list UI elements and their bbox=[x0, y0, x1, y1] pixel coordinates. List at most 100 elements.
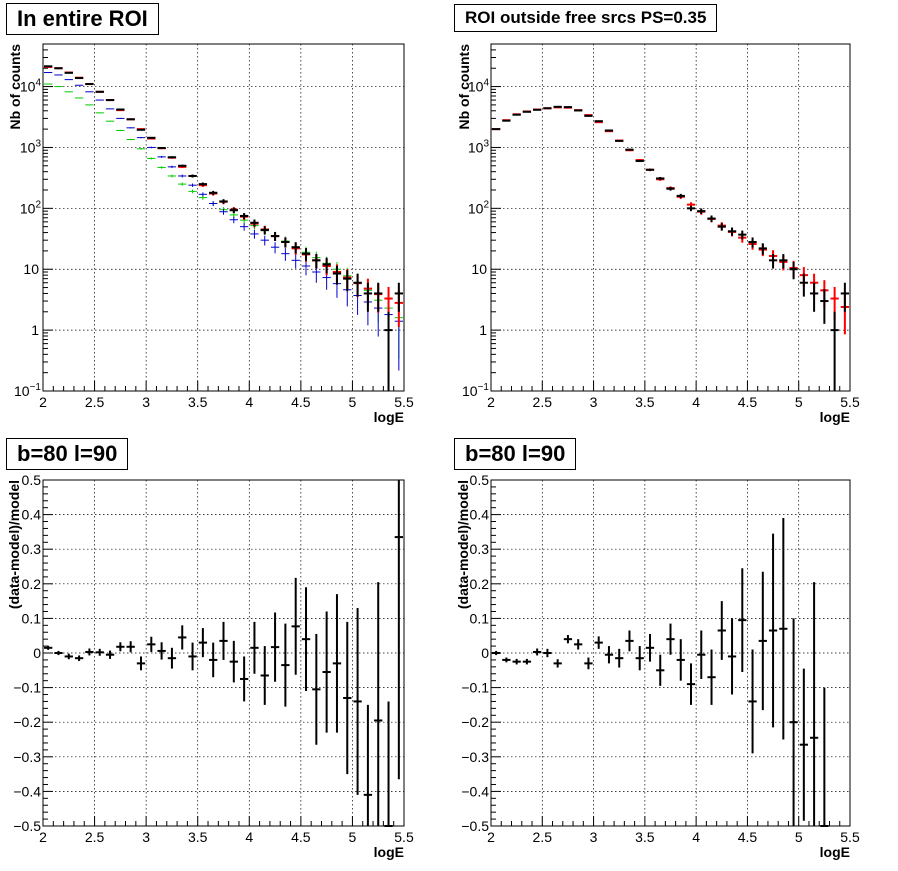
x-tick-label: 2 bbox=[487, 394, 495, 410]
data-point bbox=[126, 127, 135, 129]
data-point bbox=[64, 653, 73, 660]
data-point bbox=[157, 155, 166, 158]
x-tick-label: 2 bbox=[39, 394, 47, 410]
data-point bbox=[95, 648, 104, 656]
series-2 bbox=[492, 105, 849, 391]
chart-title-4: b=80 l=90 bbox=[454, 438, 577, 470]
y-tick-label: 103 bbox=[20, 138, 42, 155]
x-tick-label: 3.5 bbox=[188, 394, 208, 410]
data-point bbox=[666, 623, 675, 655]
x-tick-label: 5.5 bbox=[394, 394, 414, 410]
data-point bbox=[95, 99, 104, 101]
x-tick-label: 5 bbox=[795, 394, 803, 410]
data-point bbox=[157, 166, 166, 169]
data-point bbox=[54, 650, 63, 656]
data-point bbox=[332, 594, 342, 733]
data-point bbox=[105, 108, 115, 110]
data-point bbox=[645, 168, 655, 172]
y-tick-label: 1 bbox=[31, 322, 39, 338]
data-point bbox=[239, 656, 249, 702]
chart-panel-1: 2 2.5 3 3.5 4 4.5 5 5.5 logE 10−1 1 10 102 103 104 Nb o… bbox=[0, 0, 449, 436]
x-axis-label: logE bbox=[820, 409, 850, 425]
data-point bbox=[799, 273, 808, 297]
plot-frame bbox=[490, 43, 851, 392]
series-4 bbox=[44, 65, 403, 391]
data-point bbox=[85, 648, 94, 656]
chart-title-1: In entire ROI bbox=[6, 3, 159, 35]
data-point bbox=[332, 265, 342, 285]
data-point bbox=[533, 648, 542, 656]
y-axis-label: Nb of counts bbox=[7, 44, 23, 130]
data-point bbox=[697, 630, 706, 679]
data-point bbox=[74, 97, 84, 99]
x-tick-label: 4.5 bbox=[291, 394, 311, 410]
data-point bbox=[136, 656, 146, 671]
y-tick-label: −0.4 bbox=[13, 783, 41, 799]
data-point bbox=[219, 621, 228, 660]
data-point bbox=[167, 174, 177, 178]
data-point bbox=[615, 648, 624, 668]
data-point bbox=[840, 282, 849, 312]
data-point bbox=[533, 108, 542, 111]
data-point bbox=[54, 86, 63, 88]
y-tick-label: −0.1 bbox=[13, 680, 41, 696]
x-tick-label: 2 bbox=[39, 829, 47, 845]
data-point bbox=[676, 639, 685, 681]
data-point bbox=[374, 582, 383, 826]
y-tick-label: 0.3 bbox=[22, 541, 42, 557]
data-point bbox=[74, 84, 84, 86]
data-point bbox=[136, 128, 146, 131]
y-tick-label: 10−1 bbox=[14, 382, 41, 399]
y-tick-label: 10−1 bbox=[462, 382, 489, 399]
data-point bbox=[281, 623, 290, 707]
y-tick-label: 0.4 bbox=[22, 507, 42, 523]
data-point bbox=[512, 658, 521, 665]
data-point bbox=[656, 176, 665, 180]
data-point bbox=[167, 647, 177, 669]
y-tick-label: −0.4 bbox=[461, 783, 489, 799]
data-point bbox=[727, 227, 737, 236]
data-point bbox=[543, 107, 552, 110]
data-point bbox=[758, 571, 767, 711]
data-point bbox=[126, 118, 135, 121]
y-tick-label: 103 bbox=[468, 138, 490, 155]
y-tick-label: 102 bbox=[20, 199, 42, 216]
data-point bbox=[85, 91, 94, 93]
x-tick-label: 5 bbox=[795, 829, 803, 845]
data-point bbox=[136, 147, 146, 150]
data-point bbox=[74, 655, 84, 661]
data-point bbox=[830, 311, 839, 391]
data-point bbox=[543, 648, 552, 658]
series-1 bbox=[44, 83, 403, 360]
data-point bbox=[260, 646, 269, 705]
y-tick-label: 0.2 bbox=[470, 576, 490, 592]
data-point bbox=[188, 189, 197, 194]
data-point bbox=[178, 164, 187, 167]
y-tick-label: −0.1 bbox=[461, 680, 489, 696]
data-point bbox=[322, 611, 331, 733]
x-tick-label: 3 bbox=[590, 829, 598, 845]
chart-panel-4: 2 2.5 3 3.5 4 4.5 5 5.5 logE −0.5 −0.4 −0.3 −0.2 −0.1… bbox=[449, 436, 898, 871]
y-tick-label: 102 bbox=[468, 199, 490, 216]
data-point bbox=[686, 205, 696, 212]
data-point bbox=[522, 658, 532, 665]
chart-title-3: b=80 l=90 bbox=[6, 438, 129, 470]
x-tick-label: 2.5 bbox=[85, 394, 105, 410]
data-point bbox=[656, 654, 665, 686]
y-tick-label: −0.2 bbox=[461, 714, 489, 730]
data-point bbox=[229, 207, 238, 214]
data-point bbox=[394, 282, 403, 312]
chart-panel-2: 2 2.5 3 3.5 4 4.5 5 5.5 logE 10−1 1 10 102 103 104 Nb o… bbox=[449, 0, 898, 436]
data-point bbox=[301, 248, 311, 261]
data-point bbox=[178, 182, 187, 186]
data-point bbox=[748, 649, 757, 754]
data-point bbox=[116, 117, 125, 119]
data-point bbox=[281, 248, 290, 261]
data-point bbox=[126, 641, 135, 653]
series-1 bbox=[492, 106, 849, 335]
x-tick-label: 5 bbox=[349, 829, 357, 845]
data-point bbox=[209, 190, 218, 195]
data-point bbox=[64, 91, 73, 93]
